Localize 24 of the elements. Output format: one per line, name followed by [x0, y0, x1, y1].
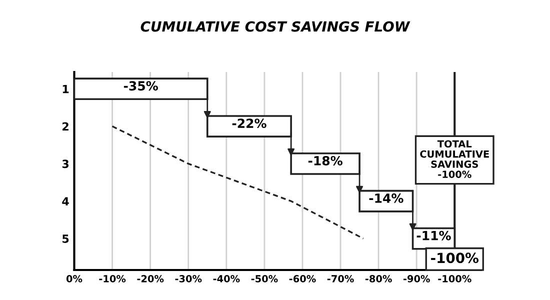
y-tick-label: 1: [62, 84, 69, 94]
x-tick-label: -10%: [99, 275, 126, 282]
x-tick-label: -20%: [137, 275, 164, 282]
data-label: -11%: [416, 230, 451, 240]
data-label: -18%: [308, 156, 342, 166]
x-tick-label: -90%: [403, 275, 430, 282]
x-tick-label: -40%: [213, 275, 240, 282]
x-tick-label: 0%: [66, 275, 82, 282]
x-tick-label: -100%: [438, 275, 472, 282]
y-tick-label: 4: [62, 197, 69, 206]
x-tick-label: -50%: [251, 275, 278, 282]
x-tick-label: -60%: [289, 275, 316, 282]
data-label: -14%: [369, 193, 404, 203]
x-tick-label: -30%: [175, 275, 202, 282]
data-label: -35%: [124, 81, 158, 91]
data-label: -22%: [232, 118, 266, 128]
x-tick-label: -80%: [365, 275, 392, 282]
annotation: TOTAL CUMULATIVE SAVINGS -100%: [420, 140, 489, 178]
y-tick-label: 5: [62, 234, 69, 243]
x-tick-label: -70%: [327, 275, 354, 282]
chart-title: CUMULATIVE COST SAVINGS FLOW: [140, 21, 410, 32]
annotation: -100%: [431, 252, 479, 264]
y-tick-label: 3: [62, 160, 69, 168]
y-tick-label: 2: [62, 122, 68, 130]
